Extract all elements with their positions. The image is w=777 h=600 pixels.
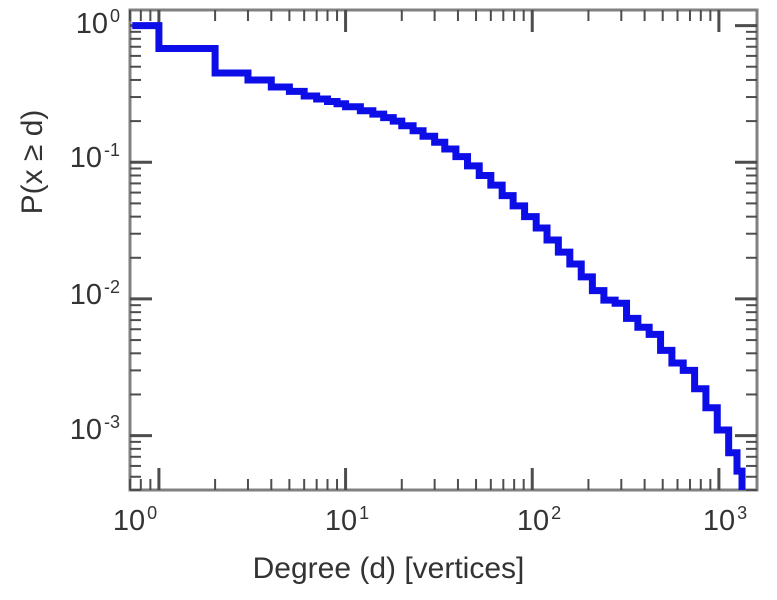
axis-frame — [128, 8, 759, 492]
data-series-line — [132, 22, 746, 490]
y-axis-label-wrapper: P(x ≥ d) — [16, 12, 60, 312]
ytick-label-2: 10 -2 — [69, 277, 120, 311]
xtick-label-1: 10 1 — [324, 503, 370, 537]
y-axis-label: P(x ≥ d) — [16, 109, 49, 215]
x-axis-label: Degree (d) [vertices] — [252, 552, 525, 585]
xtick-label-3: 10 3 — [702, 503, 748, 537]
axis-ticks — [129, 10, 757, 491]
xtick-label-0: 10 0 — [112, 503, 158, 537]
xtick-label-2: 10 2 — [516, 503, 562, 537]
ytick-label-1: 10 -1 — [69, 140, 120, 174]
ytick-label-0: 10 0 — [75, 6, 120, 40]
series-path — [132, 22, 746, 490]
ytick-label-3: 10 -3 — [69, 412, 120, 446]
